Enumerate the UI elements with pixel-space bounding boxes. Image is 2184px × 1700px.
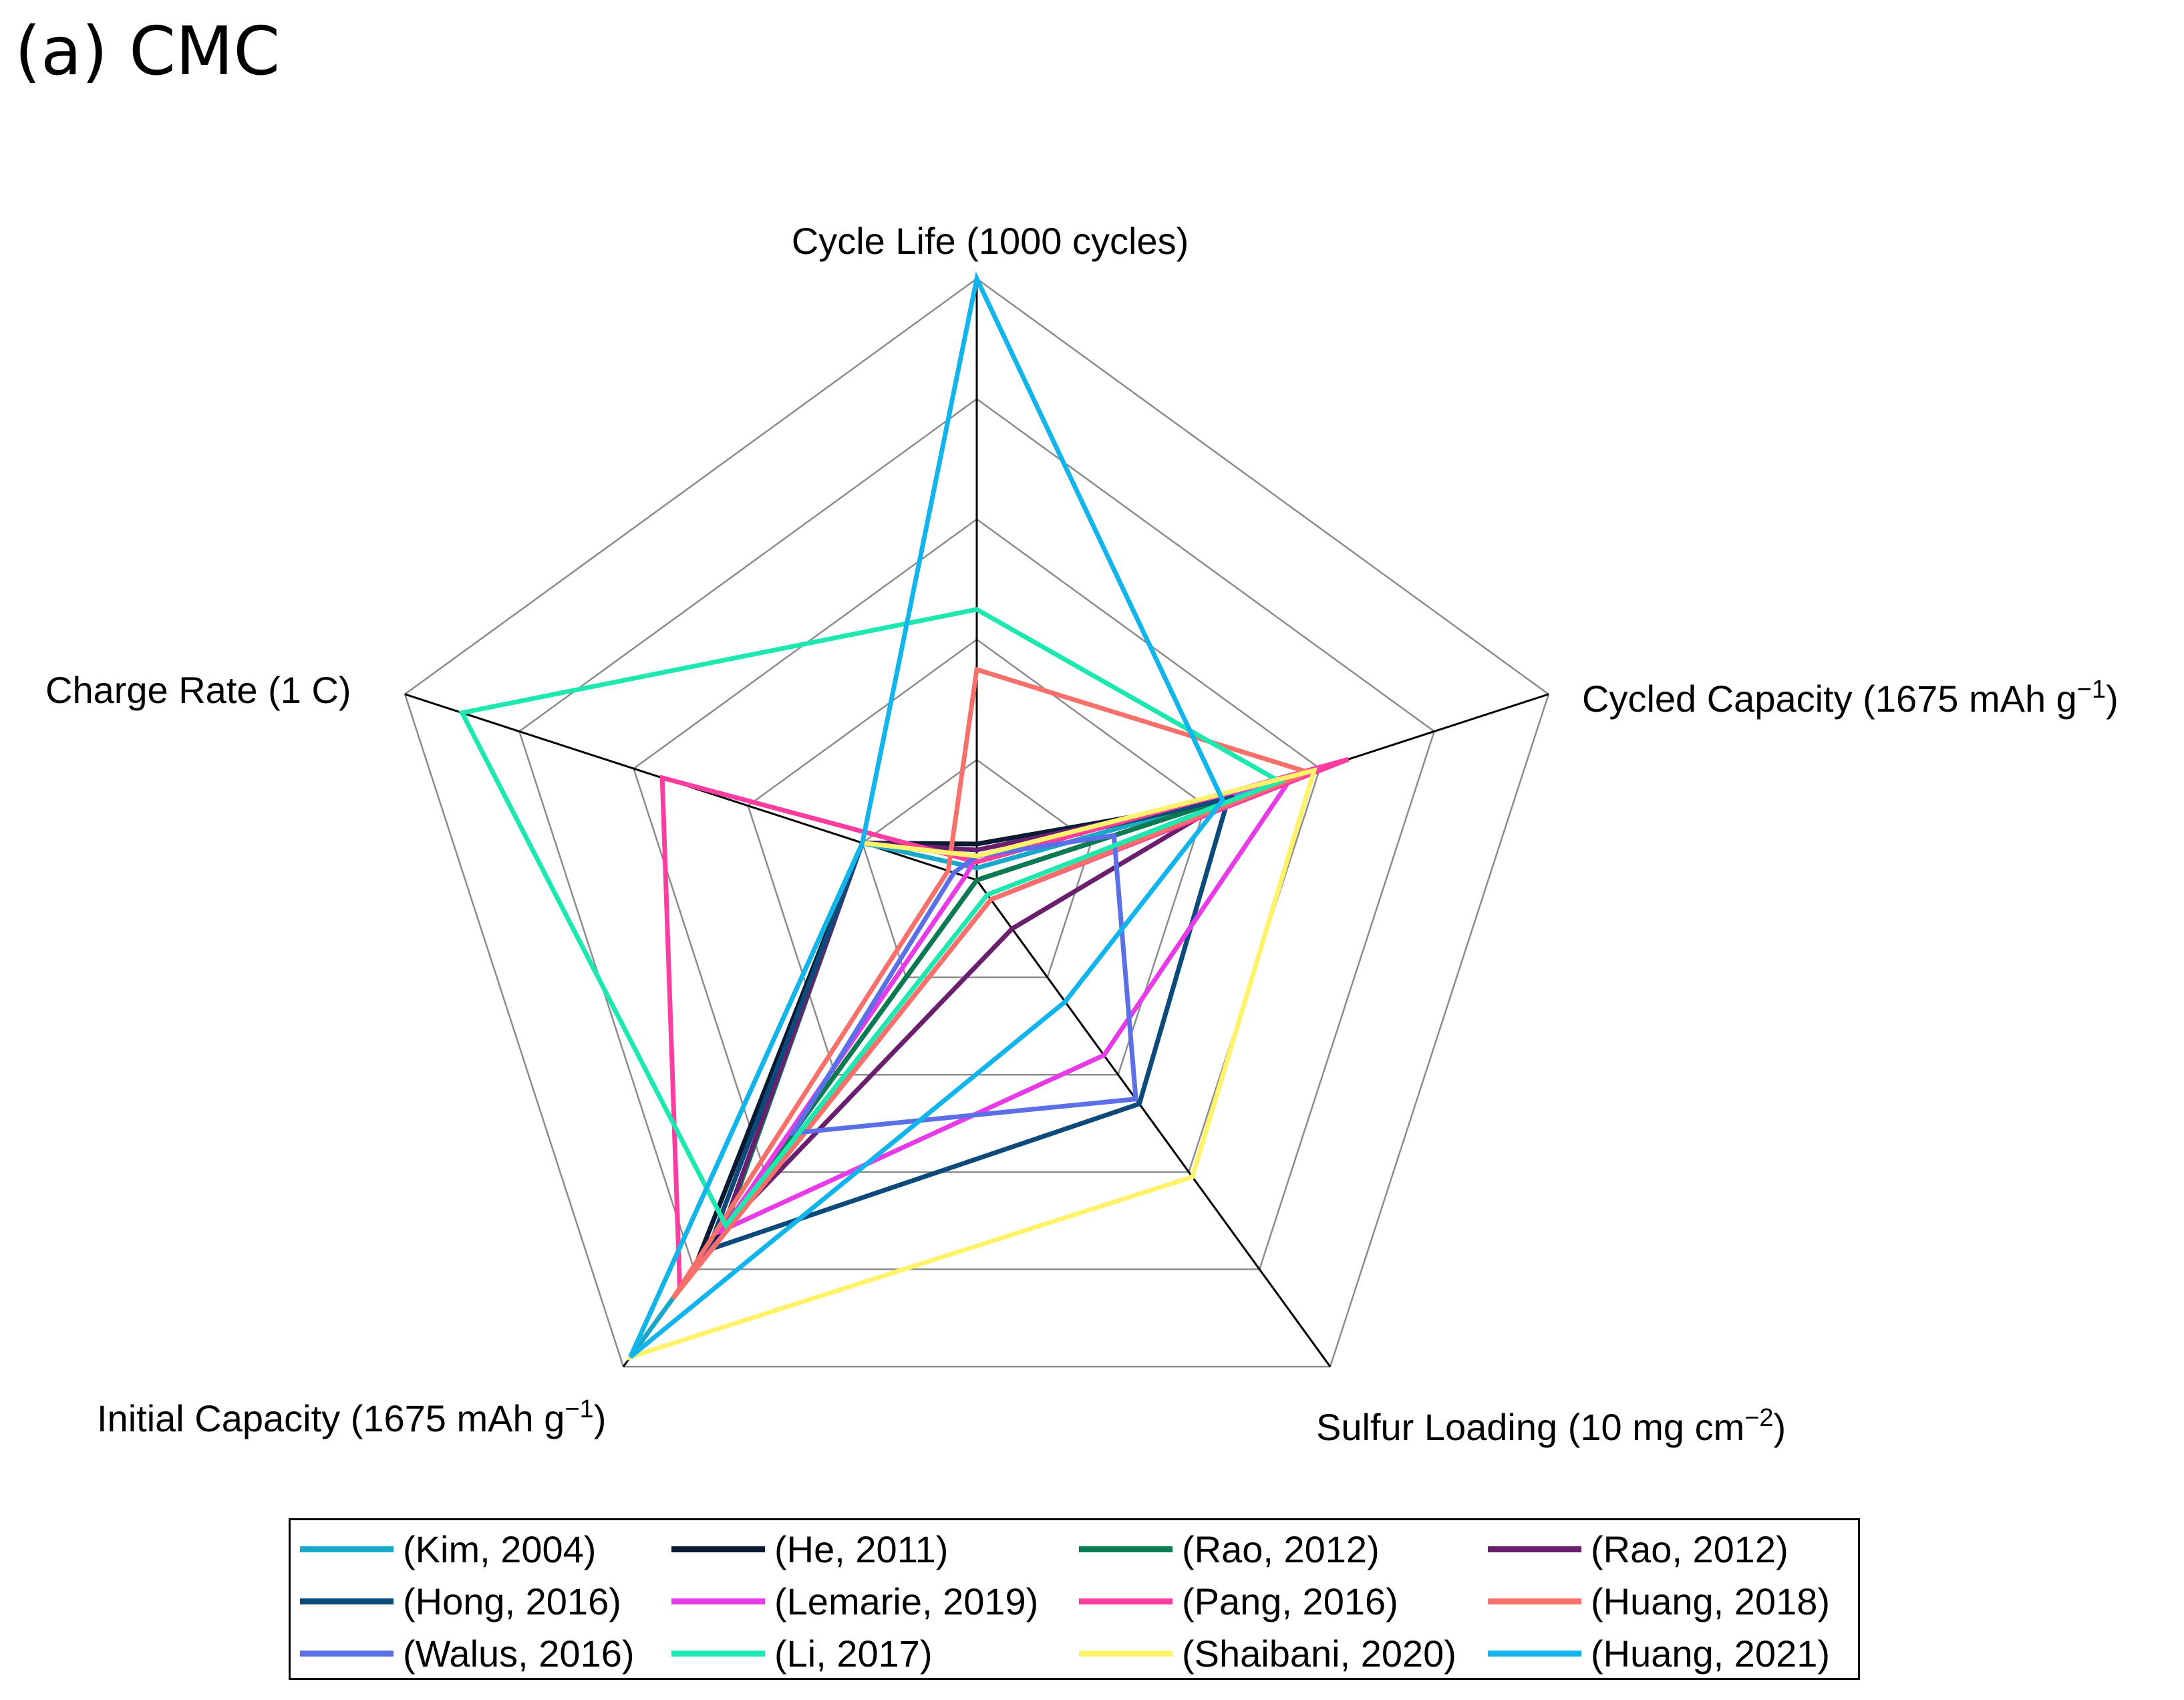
legend-item: (Hong, 2016) (291, 1575, 621, 1627)
grid-ring-3 (632, 518, 1321, 1173)
legend-label: (Li, 2017) (774, 1632, 933, 1675)
legend-label: (Huang, 2021) (1591, 1632, 1831, 1675)
legend-swatch (1079, 1546, 1173, 1552)
legend-item: (Rao, 2012) (1070, 1523, 1380, 1575)
legend-label: (Lemarie, 2019) (774, 1580, 1039, 1622)
legend-item: (Kim, 2004) (291, 1523, 596, 1575)
legend-item: (Huang, 2021) (1478, 1627, 1830, 1679)
legend-item: (Huang, 2018) (1478, 1575, 1830, 1627)
series-line-7 (671, 666, 1315, 1300)
axis-label-1: Cycled Capacity (1675 mAh g−1) (1582, 676, 2119, 720)
legend-swatch (300, 1650, 394, 1657)
legend-label: (Rao, 2012) (1182, 1528, 1380, 1570)
legend-item: (Rao, 2012) (1478, 1523, 1788, 1575)
figure-title: (a) CMC (15, 12, 281, 90)
legend-swatch (671, 1598, 765, 1604)
legend-label: (Kim, 2004) (403, 1528, 597, 1570)
axis-label-2: Sulfur Loading (10 mg cm−2) (1316, 1404, 1786, 1448)
legend-label: (Walus, 2016) (403, 1632, 635, 1675)
series-line-9 (458, 607, 1285, 1230)
legend-swatch (1488, 1650, 1581, 1657)
legend-label: (Hong, 2016) (403, 1580, 621, 1622)
legend-swatch (1488, 1598, 1581, 1604)
legend-label: (Huang, 2018) (1591, 1580, 1831, 1622)
series-line-8 (788, 833, 1138, 1136)
radar-spokes (404, 279, 1549, 1367)
legend-label: (Pang, 2016) (1182, 1580, 1398, 1622)
series-line-11 (628, 271, 1226, 1359)
series-line-10 (626, 766, 1318, 1361)
legend-label: (Rao, 2012) (1591, 1528, 1788, 1570)
grid-ring-5 (404, 277, 1550, 1368)
legend-item: (Walus, 2016) (291, 1627, 635, 1679)
legend-label: (Shaibani, 2020) (1182, 1632, 1456, 1675)
legend-item: (He, 2011) (662, 1523, 948, 1575)
legend-label: (He, 2011) (774, 1528, 949, 1570)
legend-swatch (671, 1650, 765, 1657)
legend-item: (Pang, 2016) (1070, 1575, 1398, 1627)
legend-swatch (671, 1546, 765, 1552)
legend-swatch (300, 1598, 394, 1604)
legend-item: (Shaibani, 2020) (1070, 1627, 1456, 1679)
legend: (Kim, 2004) (He, 2011) (Rao, 2012) (Rao, 20… (289, 1518, 1860, 1680)
axis-labels: Cycle Life (1000 cycles) Cycled Capacity … (45, 220, 2119, 1448)
axis-spoke-2 (975, 879, 1332, 1367)
legend-item: (Li, 2017) (662, 1627, 933, 1679)
legend-swatch (1079, 1650, 1173, 1657)
grid-ring-4 (518, 398, 1436, 1270)
series-layer (458, 271, 1350, 1361)
legend-swatch (300, 1546, 394, 1552)
axis-label-0: Cycle Life (1000 cycles) (792, 220, 1189, 262)
axis-label-4: Charge Rate (1 C) (45, 669, 351, 711)
legend-swatch (1488, 1546, 1581, 1552)
legend-item: (Lemarie, 2019) (662, 1575, 1038, 1627)
axis-label-3: Initial Capacity (1675 mAh g−1) (97, 1395, 606, 1439)
legend-swatch (1079, 1598, 1173, 1604)
